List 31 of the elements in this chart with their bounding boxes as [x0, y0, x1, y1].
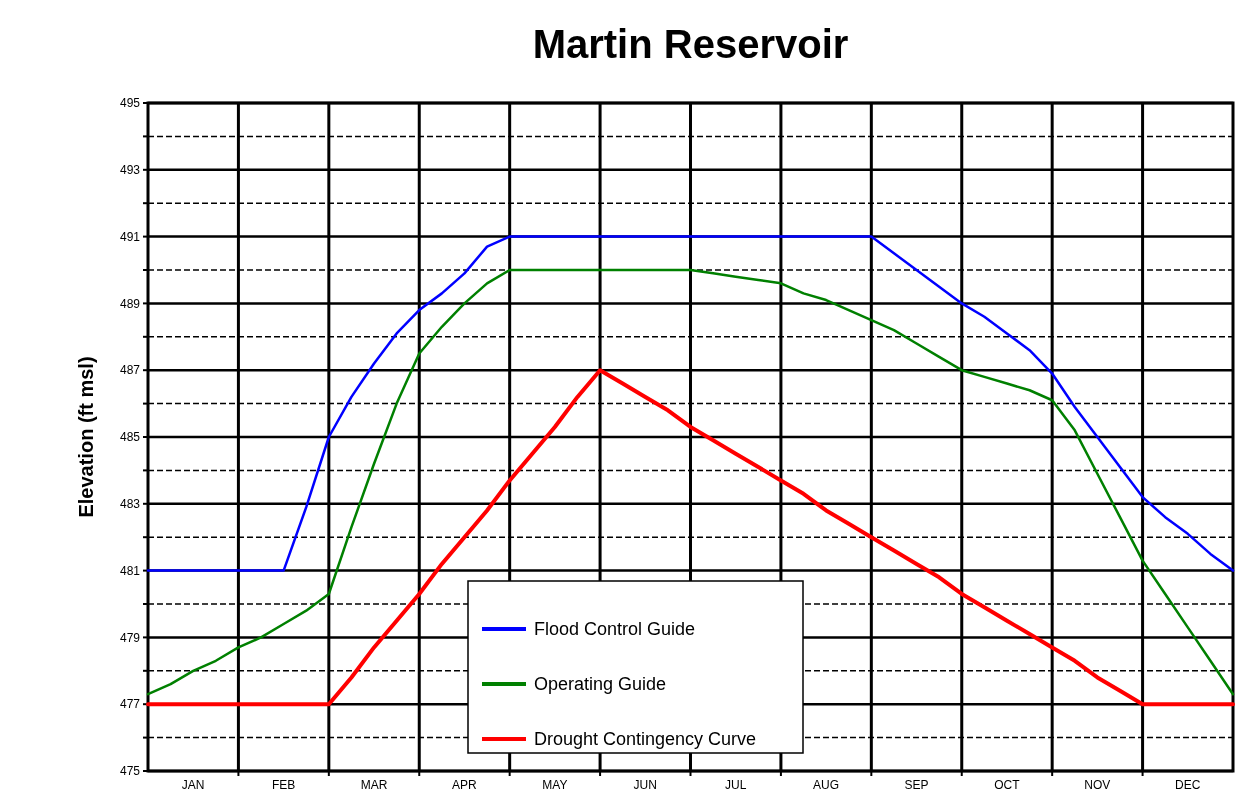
- y-tick-label: 479: [119, 630, 141, 645]
- x-tick-label: MAY: [542, 778, 568, 792]
- legend-label: Flood Control Guide: [534, 619, 696, 640]
- y-tick-label: 485: [119, 430, 141, 445]
- y-tick-label: 495: [119, 96, 141, 111]
- legend-label: Operating Guide: [534, 674, 667, 695]
- y-tick-label: 491: [119, 229, 141, 244]
- line-series: [146, 235, 1235, 572]
- x-tick-label: APR: [452, 778, 478, 792]
- x-tick-label: JAN: [181, 778, 205, 792]
- y-tick-label: 483: [119, 497, 141, 511]
- x-tick-label: MAR: [360, 778, 388, 792]
- x-tick-label: NOV: [1084, 778, 1111, 792]
- chart-title: Martin Reservoir: [532, 22, 849, 66]
- y-tick-label: 487: [119, 363, 141, 378]
- y-tick-label: 481: [119, 563, 141, 578]
- y-axis-title: Elevation (ft msl): [75, 356, 97, 518]
- y-tick-label: 493: [119, 163, 141, 177]
- y-tick-label: 477: [119, 697, 141, 712]
- legend-label: Drought Contingency Curve: [534, 729, 757, 750]
- x-tick-label: OCT: [994, 778, 1021, 792]
- x-tick-label: JUN: [633, 778, 657, 792]
- x-tick-label: JUL: [725, 778, 747, 792]
- x-tick-label: SEP: [904, 778, 929, 792]
- x-tick-label: FEB: [271, 778, 296, 792]
- x-tick-label: DEC: [1175, 778, 1201, 792]
- line-series: [146, 368, 1235, 707]
- x-tick-label: AUG: [813, 778, 840, 792]
- y-tick-label: 489: [119, 296, 141, 311]
- y-tick-label: 475: [119, 764, 141, 779]
- line-series: [146, 268, 1235, 696]
